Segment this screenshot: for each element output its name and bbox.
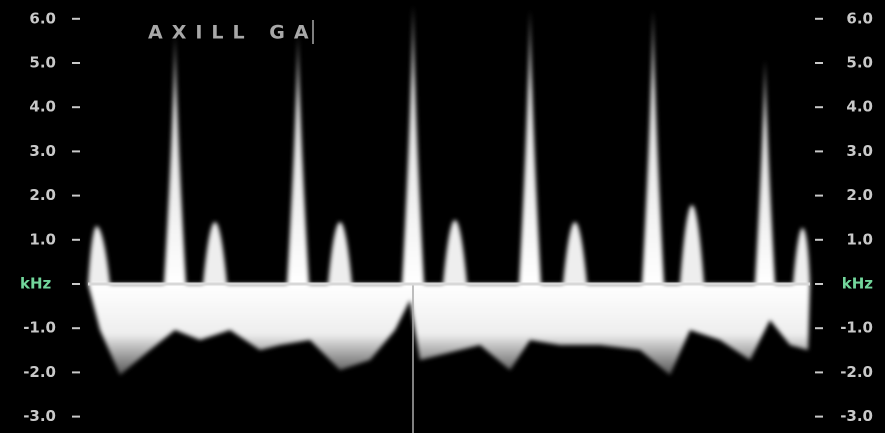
tick-label: 1.0: [29, 230, 56, 248]
tick-label: 5.0: [29, 54, 56, 72]
tick-label: 6.0: [29, 9, 56, 27]
tick-label: 2.0: [846, 186, 873, 204]
annotation: AXILL GA: [148, 22, 318, 44]
tick-label: 1.0: [846, 230, 873, 248]
background: [0, 0, 885, 433]
tick-label: 5.0: [846, 54, 873, 72]
tick-label: 3.0: [846, 142, 873, 160]
tick-label: 3.0: [29, 142, 56, 160]
tick-label: 4.0: [29, 98, 56, 116]
tick-label: -3.0: [23, 407, 56, 425]
tick-label: 6.0: [846, 9, 873, 27]
unit-label-left: kHz: [20, 275, 52, 293]
tick-label: -1.0: [840, 319, 873, 337]
tick-label: -3.0: [840, 407, 873, 425]
page: {"annotation": "AXILL GA", "axis": {"uni…: [0, 0, 885, 433]
tick-label: 2.0: [29, 186, 56, 204]
tick-label: -1.0: [23, 319, 56, 337]
tick-label: -2.0: [840, 363, 873, 381]
doppler-display: AXILL GA kHz kHz 6.0 5.0 4.0 3.0 2.0 1.0 6.0 5.…: [0, 0, 885, 433]
unit-label-right: kHz: [842, 275, 874, 293]
tick-label: -2.0: [23, 363, 56, 381]
tick-label: 4.0: [846, 98, 873, 116]
